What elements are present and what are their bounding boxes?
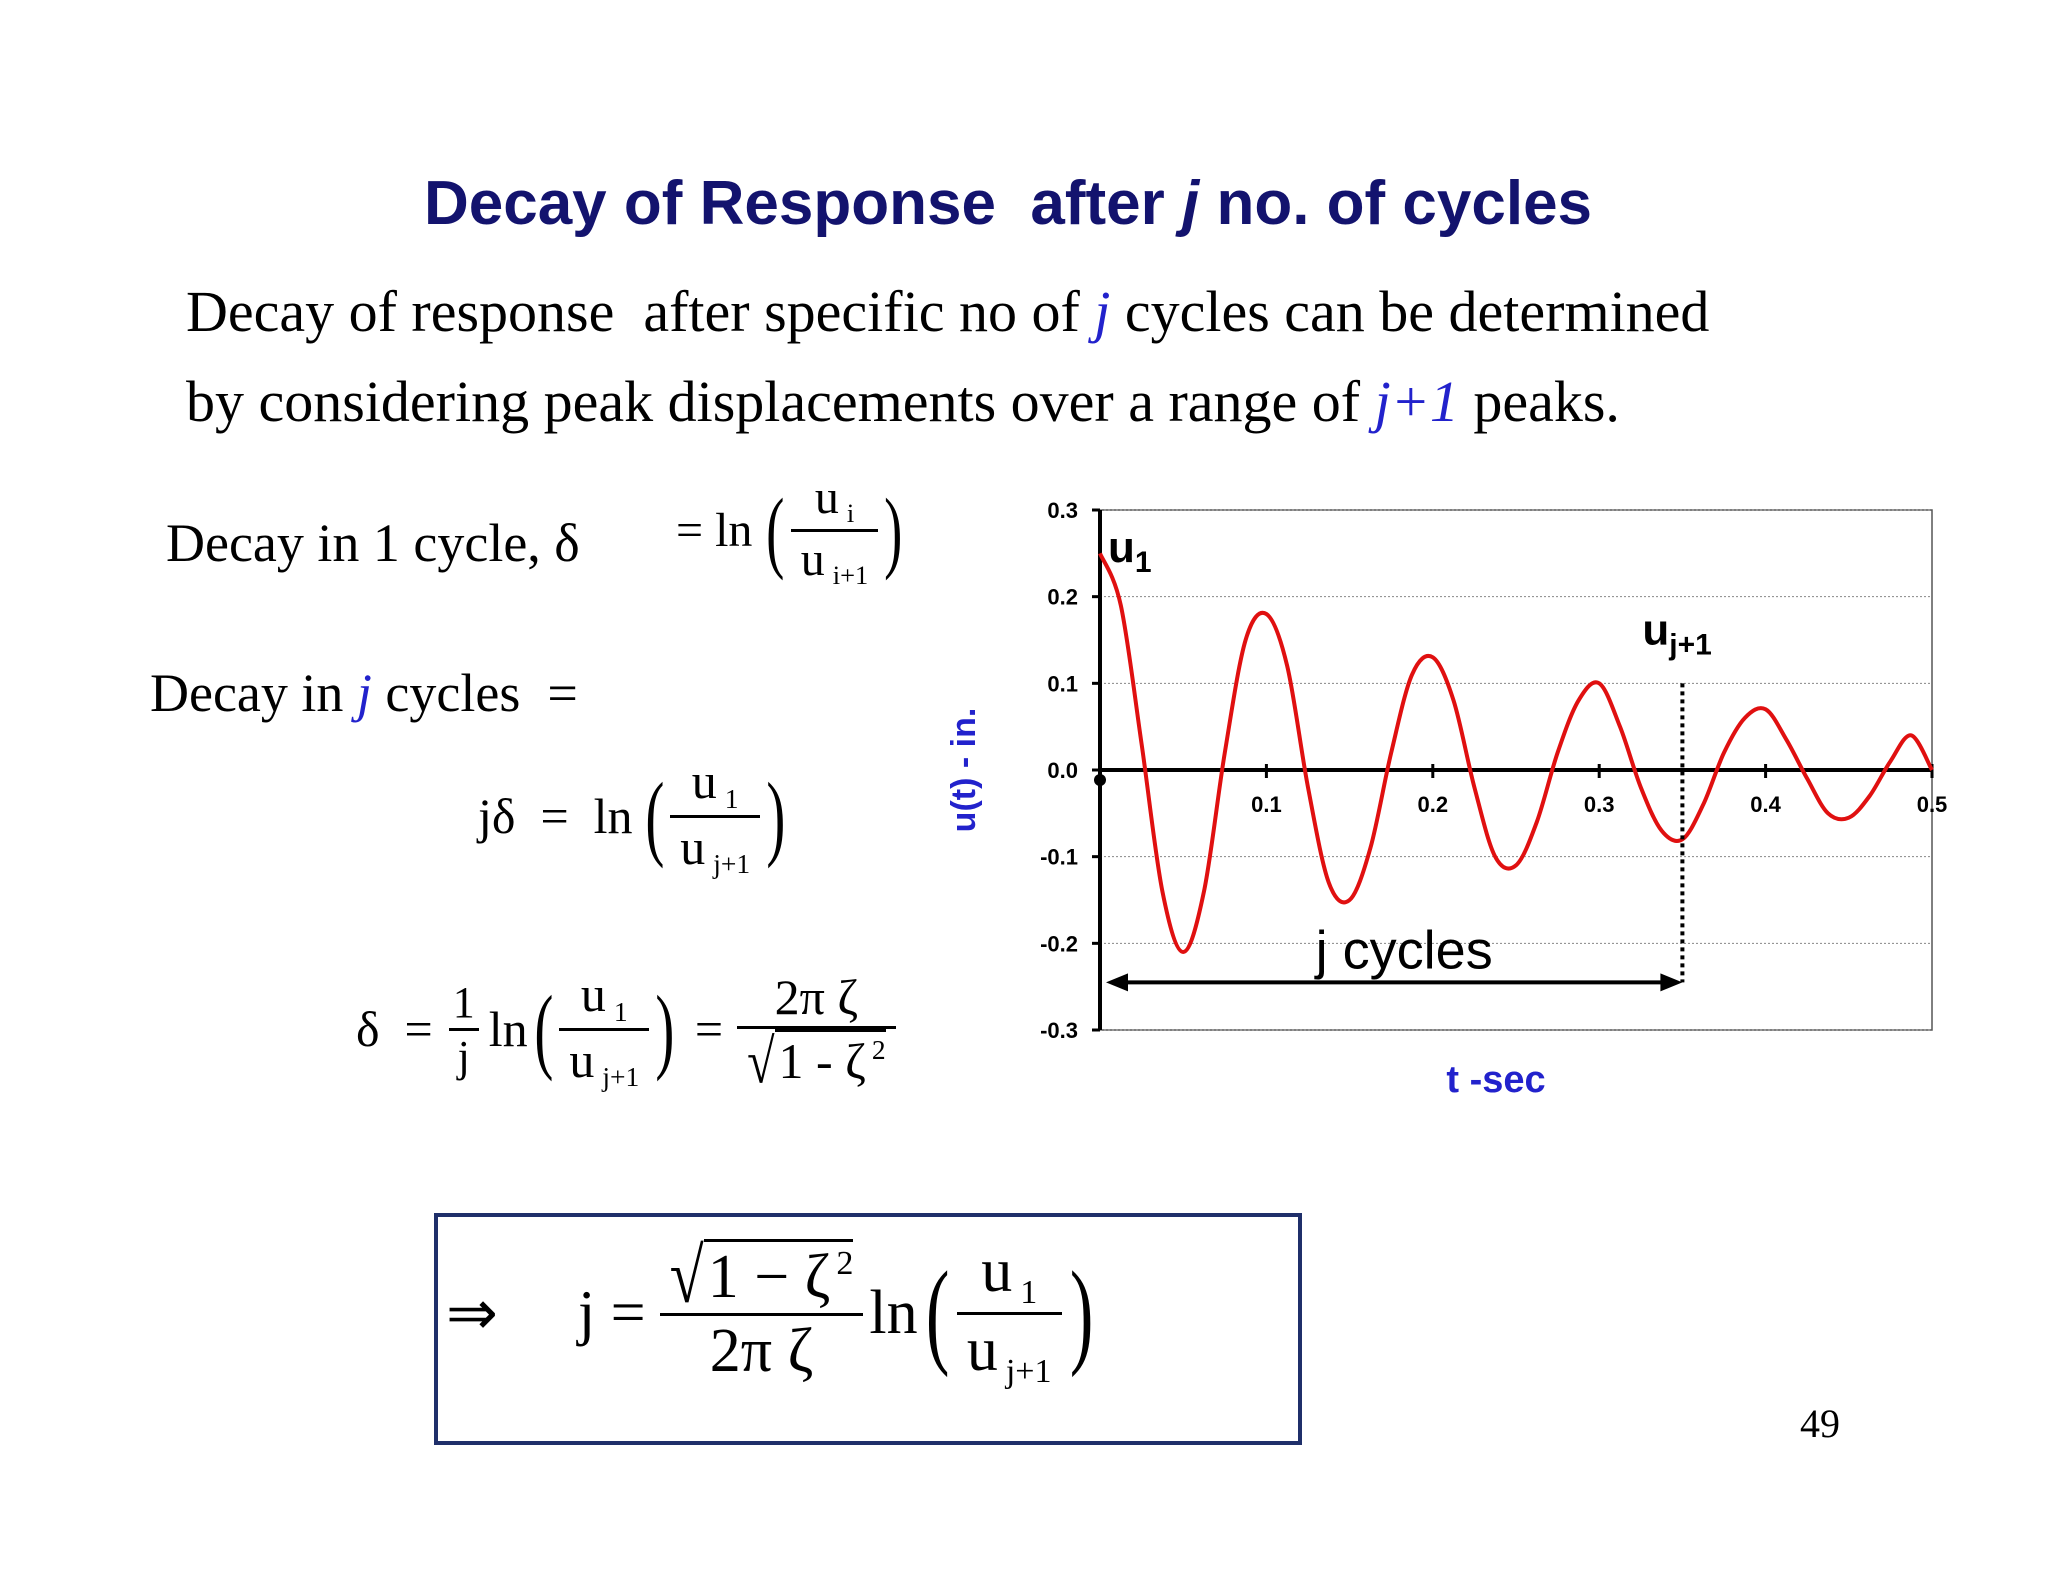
x-tick-label: 0.2 xyxy=(1418,792,1449,817)
y-tick-label: 0.0 xyxy=(1047,758,1078,783)
x-tick-label: 0.1 xyxy=(1251,792,1282,817)
slide-title: Decay of Response after j no. of cycles xyxy=(423,169,1593,238)
u1-label: u1 xyxy=(1108,523,1152,579)
x-tick-label: 0.3 xyxy=(1584,792,1615,817)
arrow-head-right xyxy=(1660,973,1683,992)
page-number: 49 xyxy=(1800,1401,1840,1446)
y-tick-label: 0.2 xyxy=(1047,585,1078,610)
x-tick-label: 0.4 xyxy=(1750,792,1781,817)
y-tick-label: -0.2 xyxy=(1040,931,1078,956)
intro-line-1: Decay of response after specific no of j… xyxy=(186,279,1710,344)
eq1-label: Decay in 1 cycle, δ xyxy=(166,513,580,573)
y-tick-label: -0.3 xyxy=(1040,1018,1078,1043)
y-tick-label: -0.1 xyxy=(1040,845,1078,870)
y-axis-label: u(t) - in. xyxy=(945,708,983,833)
result-box xyxy=(434,1213,1302,1445)
eq2-label: Decay in j cycles = xyxy=(150,663,578,723)
arrow-head-left xyxy=(1106,973,1128,992)
j-cycles-label: j cycles xyxy=(1314,920,1493,980)
x-tick-label: 0.5 xyxy=(1917,792,1948,817)
response-curve xyxy=(1098,552,1934,955)
y-tick-label: 0.1 xyxy=(1047,671,1078,696)
decay-chart: 0.3 0.2 0.1 0.0 -0.1 -0.2 -0.3 0.1 0.2 0.3 0.4 0.5… xyxy=(945,498,1948,1101)
x-axis-label: t -sec xyxy=(1446,1059,1545,1101)
y-tick-label: 0.3 xyxy=(1047,498,1078,523)
origin-marker xyxy=(1094,774,1106,786)
intro-line-2: by considering peak displacements over a… xyxy=(186,369,1620,434)
